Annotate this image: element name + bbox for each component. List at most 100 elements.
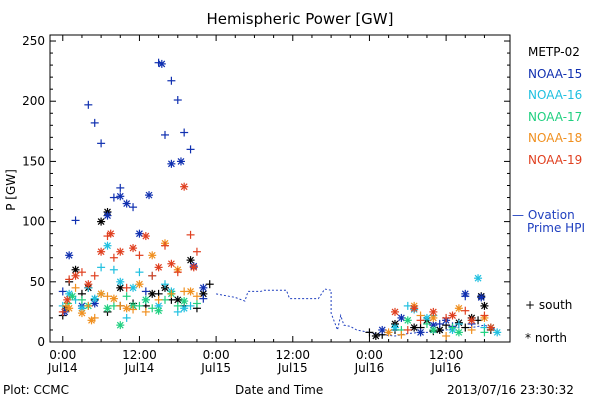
x-tick-time-label: 12:00 — [275, 348, 310, 362]
x-tick-date-label: Jul14 — [47, 361, 78, 375]
star-d2 — [174, 296, 182, 304]
star-d2 — [104, 304, 111, 312]
star-d2 — [372, 332, 380, 340]
y-tick-label: 50 — [30, 275, 45, 289]
north-point-noaa-16 — [391, 323, 399, 332]
south-point-noaa-17 — [422, 319, 431, 328]
north-point-noaa-19 — [106, 229, 115, 238]
south-point-noaa-18 — [442, 331, 451, 340]
south-point-noaa-19 — [186, 230, 195, 239]
star-d2 — [468, 316, 476, 324]
ovation-legend-line1: — Ovation — [512, 208, 575, 222]
star-d2 — [385, 328, 393, 336]
south-point-noaa-15 — [199, 294, 208, 303]
north-point-noaa-18 — [122, 304, 131, 313]
star-d2 — [148, 290, 156, 298]
north-point-noaa-18 — [186, 287, 195, 296]
star-d2 — [391, 324, 399, 331]
north-point-metp-02 — [371, 331, 380, 340]
north-point-noaa-19 — [189, 263, 198, 272]
north-point-noaa-18 — [109, 294, 118, 303]
legend-entry-noaa-16: NOAA-16 — [528, 88, 583, 102]
star-d2 — [65, 304, 73, 312]
star-d2 — [429, 326, 437, 334]
star-d2 — [110, 295, 118, 303]
south-point-noaa-18 — [71, 283, 80, 292]
south-point-noaa-18 — [192, 292, 201, 301]
north-point-noaa-15 — [416, 328, 425, 337]
north-point-noaa-17 — [454, 328, 463, 337]
north-point-noaa-15 — [122, 199, 131, 208]
north-point-noaa-15 — [176, 157, 185, 166]
south-point-noaa-17 — [122, 292, 131, 301]
star-d2 — [187, 256, 194, 264]
south-point-noaa-15 — [58, 287, 67, 296]
ovation-prime-hpi-line — [216, 288, 498, 337]
north-point-noaa-17 — [429, 325, 438, 334]
north-point-noaa-19 — [141, 232, 150, 241]
star-d2 — [129, 244, 137, 252]
north-point-noaa-19 — [84, 280, 93, 289]
south-point-noaa-16 — [161, 280, 169, 289]
star-d2 — [378, 326, 386, 334]
star-d2 — [84, 280, 92, 288]
star-d2 — [97, 218, 105, 226]
star-d2 — [155, 263, 163, 271]
legend-entry-metp-02: METP-02 — [528, 45, 580, 59]
x-tick-time-label: 0:00 — [203, 348, 230, 362]
south-point-noaa-15 — [435, 319, 444, 328]
south-point-noaa-18 — [397, 330, 406, 339]
south-point-noaa-18 — [129, 305, 138, 314]
star-d2 — [477, 294, 485, 301]
star-d2 — [158, 60, 166, 68]
north-point-noaa-19 — [71, 271, 80, 280]
north-point-noaa-18 — [65, 304, 74, 313]
star-d2 — [91, 295, 99, 303]
north-point-noaa-19 — [167, 259, 176, 268]
star-d2 — [417, 328, 424, 336]
north-marker-legend: * north — [525, 331, 568, 345]
north-point-noaa-18 — [87, 316, 96, 325]
south-point-noaa-19 — [192, 247, 201, 256]
north-point-noaa-19 — [116, 247, 125, 256]
north-point-noaa-16 — [180, 304, 189, 313]
star-d2 — [410, 304, 418, 312]
south-point-noaa-19 — [173, 268, 182, 277]
north-point-noaa-15 — [199, 283, 208, 292]
south-point-noaa-18 — [167, 289, 176, 298]
star-d2 — [136, 280, 143, 288]
south-point-metp-02 — [205, 280, 214, 289]
y-axis-label: P [GW] — [3, 169, 18, 211]
north-point-noaa-17 — [141, 295, 150, 304]
star-d2 — [72, 272, 79, 280]
south-point-noaa-15 — [90, 118, 99, 127]
star-d2 — [493, 328, 501, 336]
star-d2 — [449, 312, 456, 319]
south-point-noaa-18 — [154, 295, 163, 304]
north-point-noaa-18 — [77, 309, 86, 318]
south-point-noaa-17 — [480, 328, 489, 337]
south-point-noaa-18 — [84, 301, 93, 310]
star-d2 — [436, 326, 444, 334]
north-point-noaa-16 — [493, 328, 502, 337]
north-point-noaa-18 — [135, 280, 144, 289]
x-tick-date-label: Jul15 — [277, 361, 308, 375]
star-d2 — [68, 292, 76, 300]
south-point-noaa-19 — [461, 306, 470, 315]
north-point-noaa-17 — [180, 297, 189, 306]
x-tick-date-label: Jul16 — [430, 361, 461, 375]
star-d2 — [123, 200, 131, 207]
star-d2 — [190, 263, 198, 271]
south-point-noaa-16 — [186, 301, 195, 310]
north-point-noaa-15 — [65, 251, 74, 260]
star-d2 — [397, 314, 405, 322]
star-d2 — [180, 297, 188, 305]
south-point-noaa-17 — [173, 301, 182, 310]
star-d2 — [404, 316, 412, 324]
north-point-noaa-15 — [397, 313, 406, 322]
north-point-noaa-19 — [429, 307, 438, 316]
south-point-noaa-19 — [416, 316, 425, 325]
north-point-metp-02 — [410, 323, 419, 332]
star-d2 — [180, 183, 188, 191]
south-point-noaa-17 — [192, 299, 201, 308]
